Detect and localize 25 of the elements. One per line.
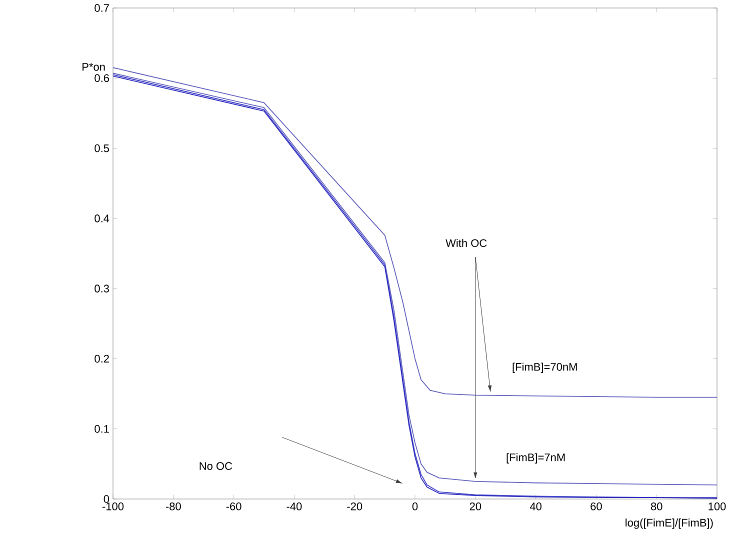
x-tick-label: -100 [102, 502, 124, 510]
y-tick-label: 0.1 [94, 424, 109, 433]
x-tick-label: 40 [530, 502, 542, 510]
x-tick-label: -60 [226, 502, 242, 510]
annotation: [FimB]=7nM [506, 453, 565, 464]
y-tick-label: 0.5 [94, 144, 110, 152]
y-tick-label: 0.6 [94, 74, 110, 82]
x-tick-label: 80 [650, 502, 662, 510]
x-tick-label: 20 [470, 502, 482, 510]
x-tick-label: -40 [286, 502, 302, 510]
x-axis-title: log([FimE]/[FimB]) [626, 518, 713, 529]
y-tick-label: 0.4 [94, 214, 110, 222]
y-axis-title: P*on [82, 63, 105, 71]
y-tick-label: 0 [104, 495, 110, 503]
annotation: No OC [200, 462, 232, 470]
x-tick-label: 60 [590, 502, 602, 510]
annotation: [FimB]=70nM [512, 362, 577, 373]
y-tick-label: 0.3 [94, 284, 110, 292]
x-tick-label: -80 [166, 502, 181, 510]
y-tick-label: 0.7 [94, 4, 109, 12]
annotation: With OC [446, 238, 487, 248]
x-tick-label: -20 [347, 502, 362, 510]
x-tick-label: 100 [708, 502, 726, 510]
x-tick-label: 0 [412, 502, 418, 510]
y-tick-label: 0.2 [94, 354, 109, 363]
